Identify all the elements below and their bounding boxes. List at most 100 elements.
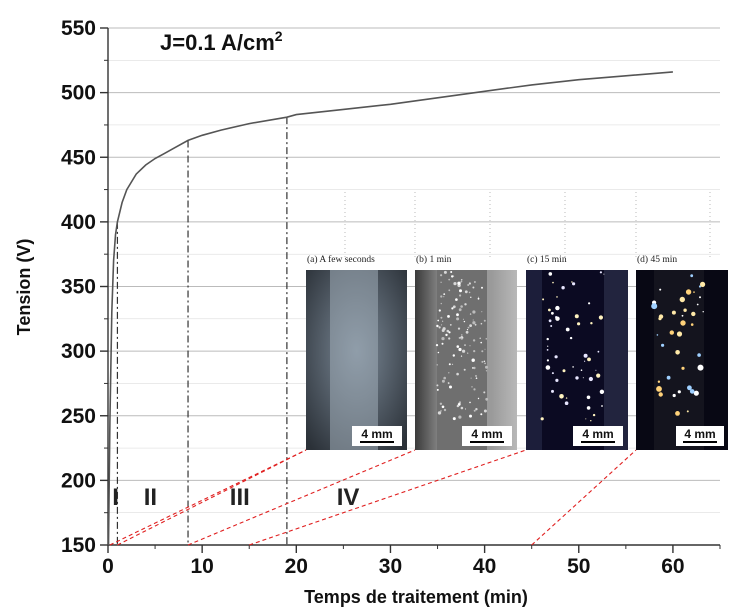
speckB-dot <box>440 316 443 319</box>
speckB-dot <box>458 415 462 419</box>
speckB-dot <box>465 408 466 410</box>
speckD-dot <box>677 390 681 394</box>
y-tick-label-450: 450 <box>61 146 96 169</box>
inset-b-speckles <box>435 270 489 421</box>
speckD-dot <box>699 296 701 299</box>
speckB-dot <box>448 372 450 374</box>
x-axis-title: Temps de traitement (min) <box>304 587 528 607</box>
speckC-dot <box>592 413 596 417</box>
speckC-dot <box>547 345 549 347</box>
speckC-dot <box>556 296 558 298</box>
speckB-dot <box>480 413 483 416</box>
speckD-dot <box>697 353 701 357</box>
speckB-dot <box>470 296 472 298</box>
speckB-dot <box>469 401 471 404</box>
speckD-dot <box>675 350 680 355</box>
speckB-dot <box>469 313 472 315</box>
speckD-dot <box>656 386 662 392</box>
speckB-dot <box>448 363 451 366</box>
speckB-dot <box>439 402 443 405</box>
speckD-dot <box>681 314 684 317</box>
speckB-dot <box>458 308 462 312</box>
speckB-dot <box>448 278 451 281</box>
speckB-dot <box>440 274 443 277</box>
speckB-dot <box>458 337 461 339</box>
speckC-dot <box>603 273 605 275</box>
speckC-dot <box>551 389 554 393</box>
speckB-dot <box>443 293 446 295</box>
speckB-dot <box>465 330 469 334</box>
speckC-dot <box>580 369 583 372</box>
speckB-dot <box>448 331 451 334</box>
phase-label-III: III <box>230 484 250 511</box>
y-tick-label-150: 150 <box>61 534 96 557</box>
inset-d: (d) 45 min 4 mm <box>636 254 728 450</box>
speckD-dot <box>680 320 686 326</box>
speckB-dot <box>480 341 483 344</box>
speckB-dot <box>464 344 466 346</box>
speckB-dot <box>468 291 471 294</box>
y-tick-label-550: 550 <box>61 17 96 40</box>
speckB-dot <box>473 281 476 283</box>
speckB-dot <box>474 323 477 326</box>
speckB-dot <box>483 360 486 362</box>
speckB-dot <box>447 330 449 331</box>
x-tick-label-40: 40 <box>473 555 496 578</box>
inset-c-sparks <box>540 271 605 422</box>
speckB-dot <box>438 309 441 312</box>
speckD-dot <box>676 331 683 337</box>
speckC-dot <box>565 397 568 399</box>
speckC-dot <box>561 286 565 290</box>
speckC-dot <box>572 282 576 286</box>
speckB-dot <box>481 286 483 289</box>
speckB-dot <box>475 408 478 411</box>
speckC-dot <box>564 401 569 406</box>
phase-label-II: II <box>144 484 157 511</box>
speckD-dot <box>658 314 664 319</box>
speckB-dot <box>462 318 464 320</box>
speckC-dot <box>548 319 552 323</box>
x-axis-ticks: 0 10 20 30 40 50 60 <box>102 545 721 578</box>
speckD-dot <box>686 410 689 413</box>
speckB-dot <box>484 362 486 365</box>
speckB-dot <box>436 388 439 391</box>
speckB-dot <box>472 310 476 314</box>
speckC-dot <box>598 315 604 320</box>
leader-line-extra <box>109 449 307 546</box>
speckB-dot <box>472 367 474 369</box>
inset-guides <box>344 192 711 258</box>
speckD-dot <box>657 380 661 383</box>
x-tick-label-10: 10 <box>190 555 213 578</box>
inset-c: (c) 15 min 4 mm <box>526 254 628 450</box>
speckC-dot <box>548 308 551 312</box>
speckD-dot <box>661 343 665 347</box>
speckB-dot <box>452 354 455 357</box>
speckB-dot <box>459 289 462 293</box>
speckB-dot <box>485 338 488 340</box>
speckB-dot <box>460 406 464 410</box>
speckB-dot <box>441 337 445 341</box>
y-tick-label-250: 250 <box>61 405 96 428</box>
inset-d-scale-text: 4 mm <box>684 427 715 441</box>
speckC-dot <box>550 325 553 327</box>
speckB-dot <box>443 270 447 274</box>
speckD-dot <box>659 288 662 291</box>
inset-b-band <box>437 270 487 450</box>
speckD-dot <box>656 334 659 336</box>
speckD-dot <box>689 389 695 394</box>
speckB-dot <box>471 386 473 388</box>
speckB-dot <box>483 391 486 394</box>
speckD-dot <box>685 289 692 295</box>
speckD-dot <box>696 303 699 306</box>
speckC-dot <box>546 359 550 362</box>
speckB-dot <box>435 344 439 347</box>
speckB-dot <box>441 379 445 383</box>
speckC-dot <box>584 360 586 362</box>
speckB-dot <box>436 364 438 366</box>
x-tick-label-50: 50 <box>567 555 590 578</box>
speckD-dot <box>658 392 663 397</box>
speckB-dot <box>475 377 478 380</box>
speckC-dot <box>586 406 591 410</box>
speckB-dot <box>464 290 468 294</box>
